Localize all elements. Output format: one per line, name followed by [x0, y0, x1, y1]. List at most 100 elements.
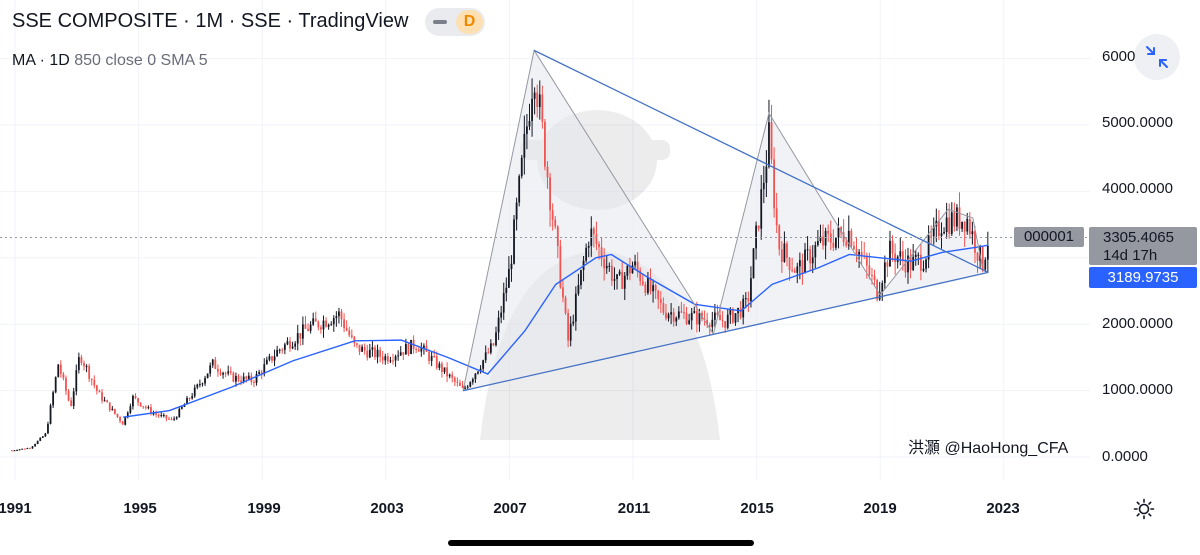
candle-body [670, 312, 673, 315]
candle-body [443, 367, 446, 373]
candle-body [752, 248, 755, 279]
candle-body [523, 133, 526, 158]
candle-body [376, 349, 379, 358]
candle-body [793, 270, 796, 273]
candle-body [608, 265, 611, 267]
candle-body [971, 231, 974, 235]
candle-body [881, 282, 884, 293]
candle-body [258, 372, 261, 374]
candle-body [788, 257, 791, 271]
candle-body [335, 316, 338, 319]
candle-body [307, 328, 309, 331]
candle-body [927, 235, 930, 260]
candle-body [814, 245, 817, 258]
candle-body [610, 265, 613, 281]
candle-body [693, 311, 696, 313]
candle-body [415, 349, 418, 351]
candle-body [641, 281, 644, 285]
candle-body [919, 254, 922, 271]
candle-body [350, 335, 353, 337]
home-indicator[interactable] [448, 540, 754, 546]
candle-body [155, 413, 158, 415]
candle-body [57, 364, 60, 378]
candle-body [75, 370, 78, 392]
candle-body [366, 350, 369, 358]
candle-body [430, 356, 433, 361]
candle-body [175, 417, 178, 419]
candle-body [399, 352, 402, 356]
candle-body [11, 450, 13, 452]
candle-body [659, 299, 662, 304]
candle-body [739, 307, 742, 318]
candle-body [816, 241, 819, 246]
candle-body [29, 448, 31, 450]
collapse-button[interactable] [1134, 34, 1180, 80]
candle-body [142, 406, 145, 408]
candle-body [301, 324, 304, 339]
candle-body [67, 391, 70, 401]
candle-body [780, 249, 783, 262]
candle-body [379, 349, 382, 357]
candle-body [883, 262, 886, 283]
candle-body [129, 406, 132, 413]
candle-body [945, 217, 948, 233]
candle-body [526, 126, 528, 134]
candle-body [459, 382, 461, 386]
candle-body [616, 274, 618, 280]
x-tick-label: 2007 [493, 500, 527, 517]
candle-body [242, 376, 245, 383]
candle-body [492, 343, 495, 346]
candle-body [286, 341, 289, 345]
candle-body [340, 311, 343, 320]
candle-body [574, 293, 577, 322]
candle-body [232, 372, 235, 382]
candle-body [363, 346, 366, 351]
candle-body [865, 255, 868, 266]
settings-button[interactable] [1133, 498, 1155, 520]
trendline [533, 49, 989, 273]
candle-body [281, 349, 284, 351]
candle-body [873, 275, 876, 281]
interval-badge[interactable]: D [456, 10, 483, 34]
x-tick-label: 1999 [247, 500, 281, 517]
candle-body [237, 375, 240, 381]
candle-body [822, 236, 824, 246]
candle-body [585, 247, 588, 261]
candle-body [386, 356, 389, 362]
indicator-legend[interactable]: MA · 1D 850 close 0 SMA 5 [12, 52, 208, 70]
candle-body [726, 314, 729, 328]
x-tick-label: 2023 [986, 500, 1020, 517]
candle-body [88, 365, 91, 379]
candle-body [34, 444, 36, 447]
candle-body [930, 235, 933, 237]
candle-body [152, 413, 155, 415]
candle-body [260, 372, 263, 374]
candle-body [448, 374, 451, 377]
chart-title: SSE COMPOSITE · 1M · SSE · TradingView [12, 10, 409, 32]
candle-body [132, 395, 134, 407]
interval-toggle[interactable]: D [425, 8, 485, 36]
candle-body [453, 377, 456, 382]
candle-body [227, 371, 230, 374]
candle-body [126, 412, 129, 418]
candle-body [423, 345, 425, 348]
x-tick-label: 2019 [863, 500, 897, 517]
candle-body [886, 262, 889, 267]
candle-body [62, 373, 65, 378]
candle-body [309, 324, 312, 331]
candle-body [858, 251, 860, 255]
candle-body [621, 271, 624, 289]
candle-body [513, 219, 515, 264]
candle-body [837, 227, 840, 238]
candle-body [649, 277, 652, 292]
y-tick-label: 4000.0000 [1102, 180, 1173, 197]
ma-value-tag: 3189.9735 [1089, 267, 1197, 288]
candle-body [981, 247, 984, 270]
candle-body [698, 312, 701, 325]
candle-body [613, 279, 616, 281]
candle-body [456, 381, 459, 383]
candle-body [652, 285, 654, 292]
candle-body [477, 371, 479, 374]
y-tick-label: 2000.0000 [1102, 315, 1173, 332]
